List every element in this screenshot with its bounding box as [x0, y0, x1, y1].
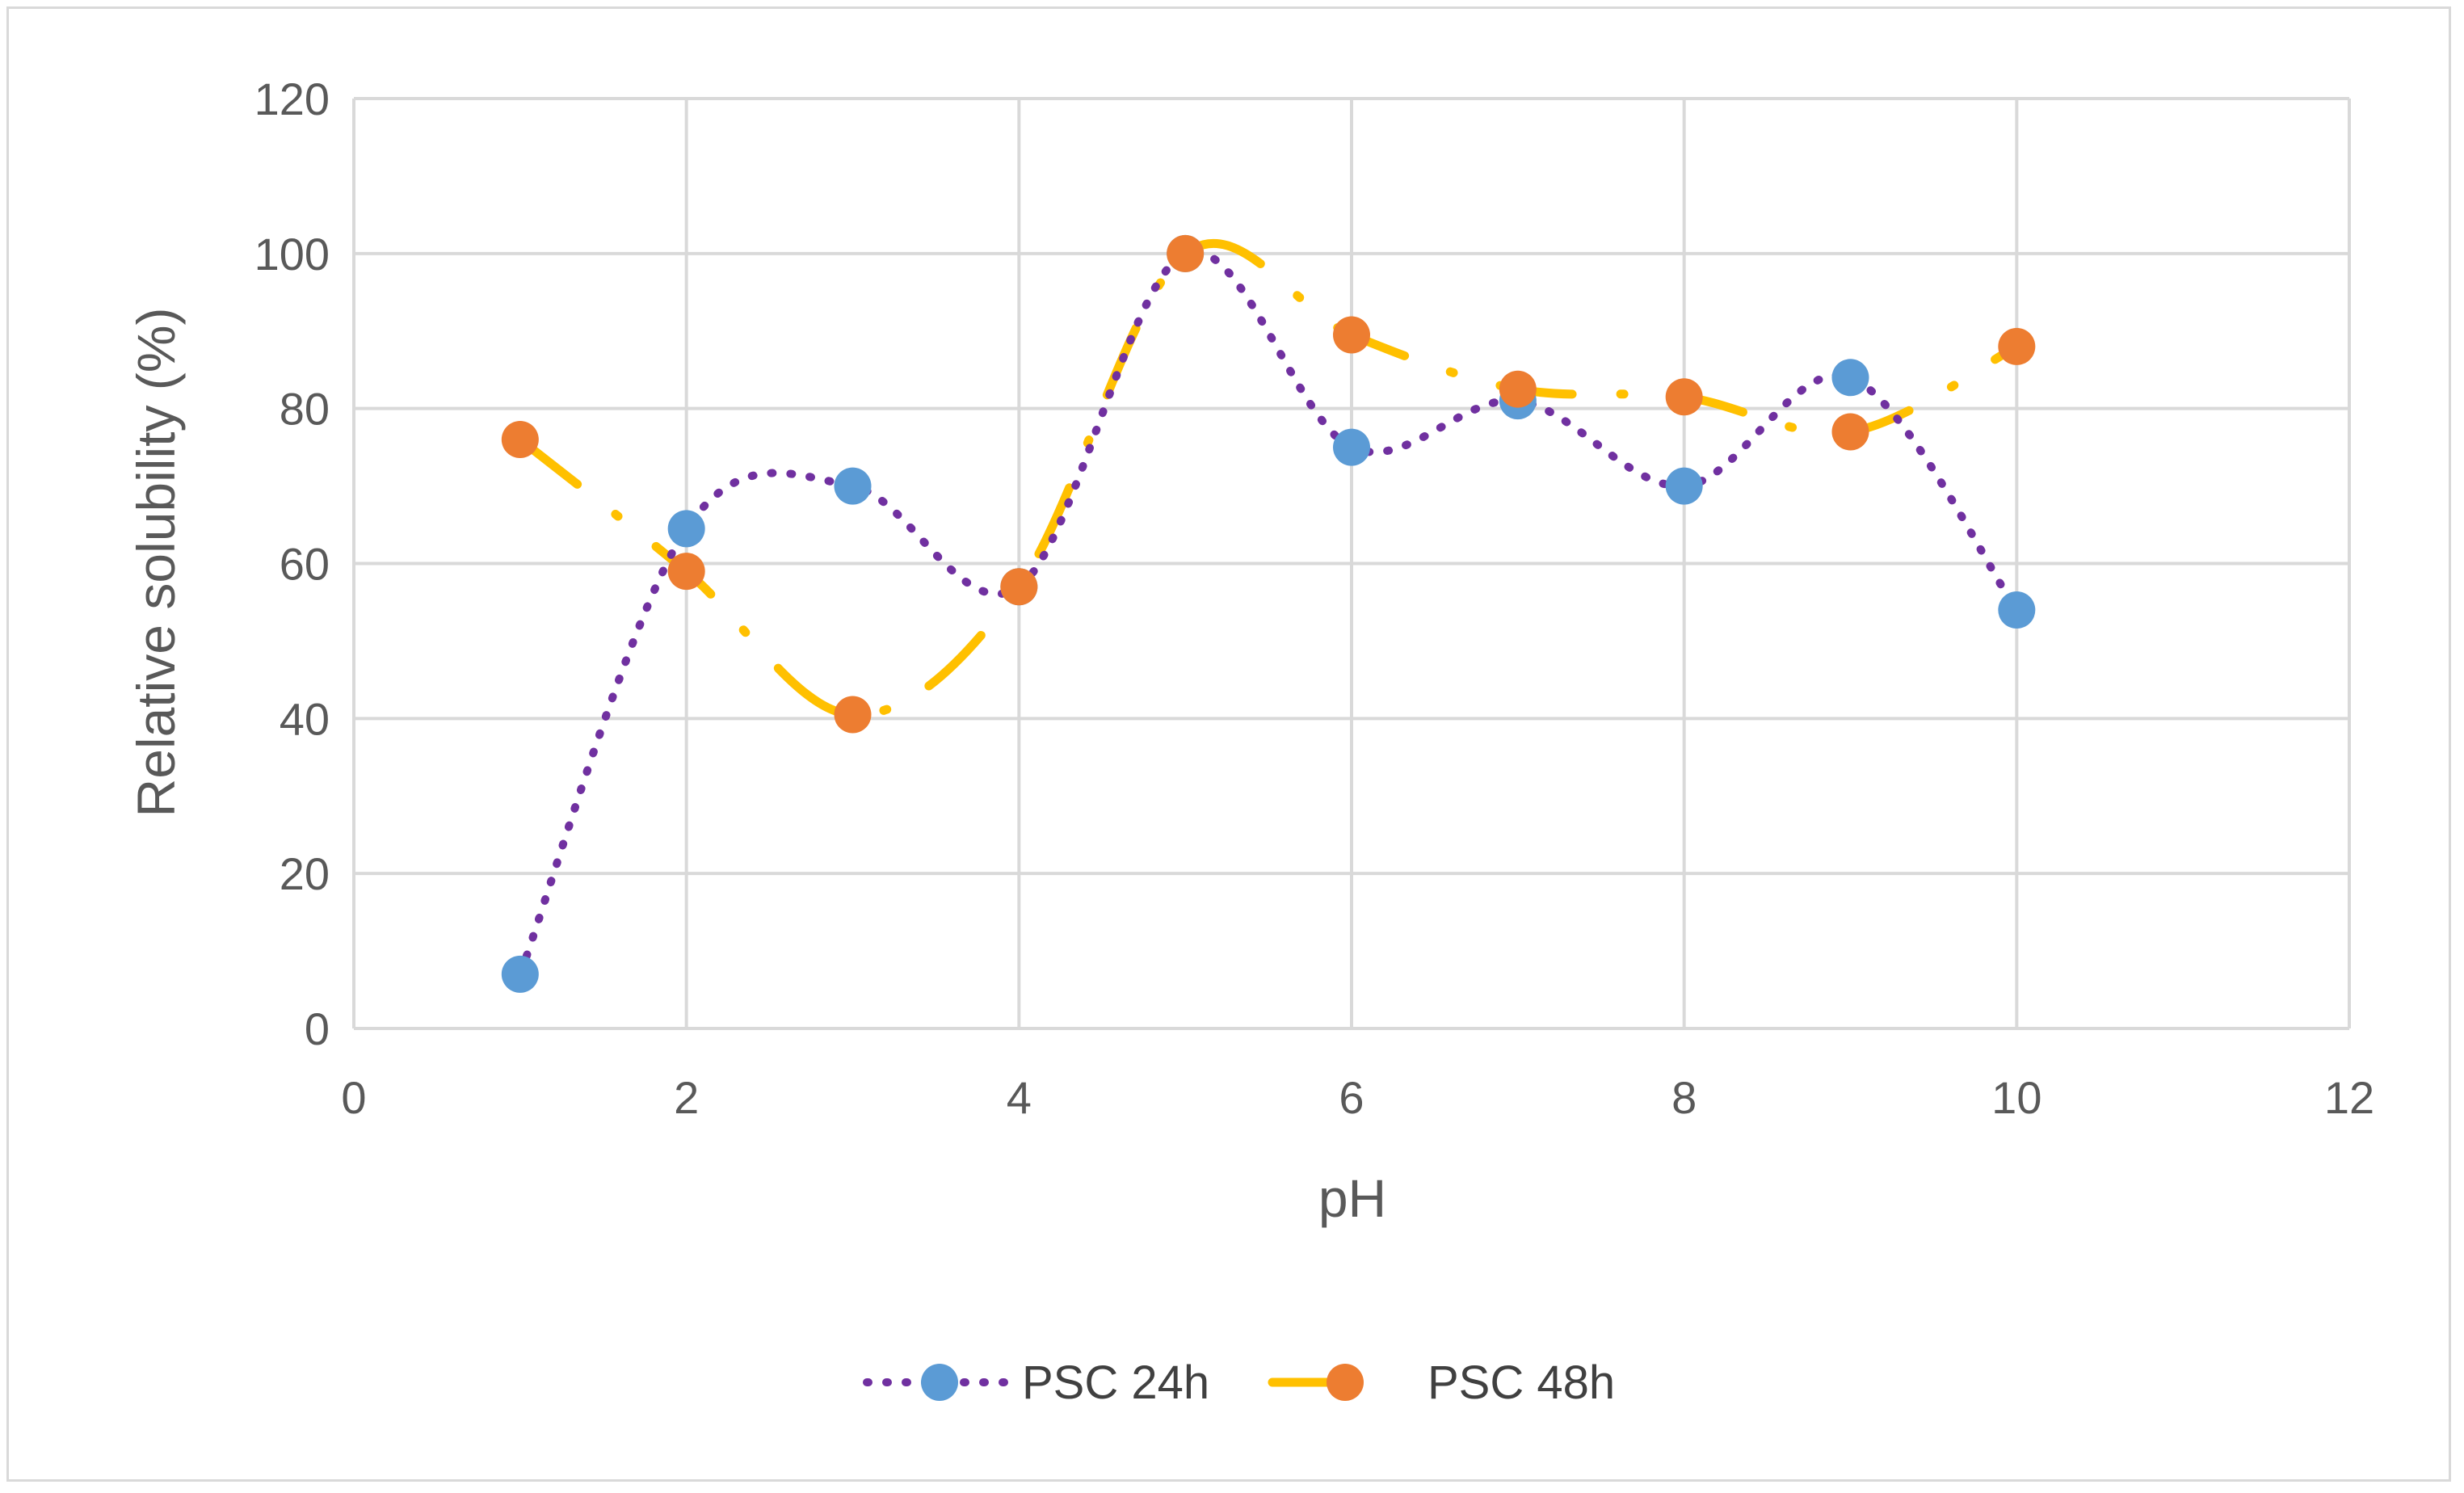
legend-marker-psc-24h: [921, 1364, 958, 1401]
data-point-psc-48h: [1665, 378, 1703, 416]
y-tick-label: 20: [280, 848, 330, 899]
data-point-psc-24h: [1333, 428, 1370, 466]
data-point-psc-48h: [1000, 568, 1038, 606]
x-axis-title: pH: [1318, 1168, 1386, 1228]
data-point-psc-24h: [667, 510, 705, 548]
legend-item-psc-48h: PSC 48h: [1268, 1356, 1615, 1409]
x-tick-label: 8: [1671, 1072, 1697, 1123]
y-tick-label: 100: [254, 229, 330, 280]
data-point-psc-48h: [1333, 316, 1370, 354]
y-tick-label: 40: [280, 693, 330, 744]
data-point-psc-48h: [501, 421, 539, 459]
y-axis-title: Relative solubility (%): [126, 308, 186, 818]
data-point-psc-24h: [501, 955, 539, 993]
series-line-layer: [515, 238, 2021, 978]
x-tick-label: 2: [674, 1072, 699, 1123]
x-tick-label: 12: [2324, 1072, 2374, 1123]
legend-label-psc-48h: PSC 48h: [1428, 1356, 1615, 1409]
series-line-psc-48h: [515, 238, 2021, 720]
data-point-psc-48h: [834, 696, 872, 734]
grid-layer: [352, 97, 2351, 1030]
data-point-psc-24h: [1831, 359, 1869, 397]
tick-label-layer: 0 20 40 60 80 100 120 0 2 4 6 8 10 12: [254, 74, 2375, 1123]
data-point-psc-24h: [1665, 467, 1703, 505]
x-tick-label: 10: [1991, 1072, 2041, 1123]
y-tick-label: 60: [280, 539, 330, 590]
data-point-psc-24h: [1998, 591, 2036, 629]
x-tick-label: 0: [341, 1072, 366, 1123]
legend: PSC 24h PSC 48h: [863, 1356, 1615, 1409]
data-point-psc-48h: [1167, 234, 1205, 272]
data-point-psc-48h: [1831, 413, 1869, 451]
y-tick-label: 80: [280, 384, 330, 435]
data-point-layer: [501, 234, 2036, 993]
x-tick-label: 6: [1339, 1072, 1364, 1123]
legend-label-psc-24h: PSC 24h: [1022, 1356, 1209, 1409]
x-tick-label: 4: [1007, 1072, 1032, 1123]
chart-svg: 0 20 40 60 80 100 120 0 2 4 6 8 10 12 pH Relative sol…: [126, 74, 2375, 1409]
data-point-psc-48h: [1499, 370, 1537, 408]
legend-item-psc-24h: PSC 24h: [863, 1356, 1209, 1409]
data-point-psc-24h: [834, 467, 872, 505]
chart-frame: 0 20 40 60 80 100 120 0 2 4 6 8 10 12 pH Relative sol…: [6, 6, 2451, 1482]
series-line-psc-24h: [515, 247, 2021, 978]
data-point-psc-48h: [1998, 327, 2036, 365]
y-tick-label: 0: [305, 1003, 330, 1054]
legend-marker-psc-48h: [1327, 1364, 1364, 1401]
y-tick-label: 120: [254, 74, 330, 124]
data-point-psc-48h: [667, 553, 705, 591]
